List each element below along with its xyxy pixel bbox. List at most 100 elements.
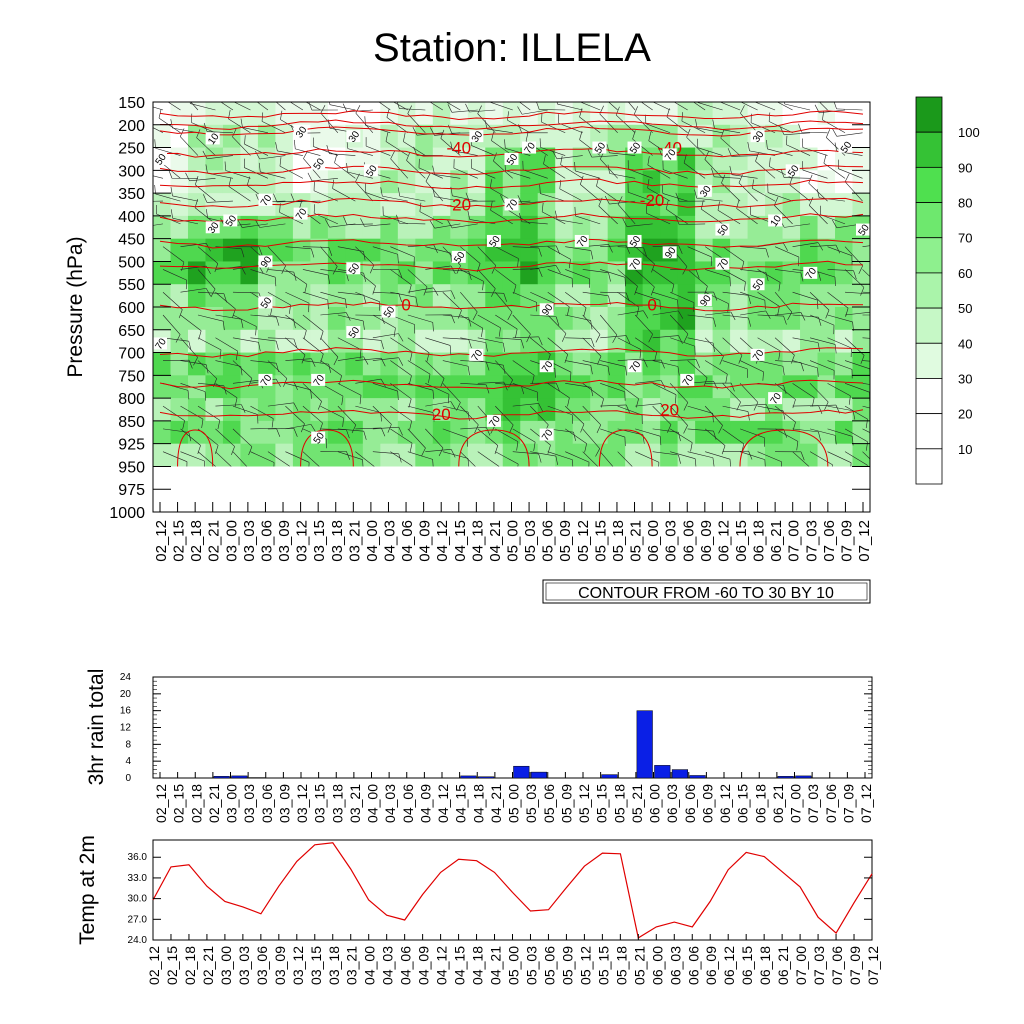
wind-barb [722,269,746,283]
wind-barb-tick [852,410,856,420]
rh-label-bg [785,164,800,177]
wind-barb-tick [832,128,838,137]
wind-barb [809,360,835,371]
rain-x-label: 04_21 [488,784,504,823]
rh-cell [712,284,731,308]
wind-barb [582,383,604,400]
wind-barb [740,403,767,407]
wind-barb [608,102,618,111]
rh-cell [153,124,171,149]
wind-barb [267,360,288,379]
wind-barb-tick [712,119,715,129]
wind-barb-tick [774,197,779,206]
wind-barb [512,403,539,407]
wind-barb-tick [170,119,173,129]
wind-barb [845,474,867,487]
wind-barb [267,291,291,306]
wind-barb [495,360,513,381]
wind-barb-tick [396,102,400,109]
wind-barb-tick [280,110,283,120]
rh-cell [835,375,854,399]
wind-barb-tick [753,402,759,411]
wind-barb-tick [503,293,507,302]
wind-barb [442,292,462,311]
wind-barb-tick [573,432,576,441]
rain-x-label: 05_12 [576,784,592,823]
wind-barb-tick [713,291,718,301]
wind-barb [225,170,251,179]
rh-cell [240,443,259,467]
rh-cell [642,307,661,331]
wind-barb-tick [467,458,470,467]
wind-barb [827,314,853,323]
rh-cell [712,443,731,467]
temp-y-label: 24.0 [128,935,148,946]
wind-barb [652,383,677,395]
wind-barb-tick [564,354,569,364]
wind-barb [862,451,870,460]
rh-cell [292,398,311,422]
temp-x-label: 05_06 [541,946,557,985]
colorbar-box [915,166,943,203]
wind-barb [652,428,679,433]
wind-barb-tick [729,165,733,175]
wind-barb-tick [704,286,708,295]
rh-cell [520,238,539,262]
rh-cell [782,443,801,467]
wind-barb-tick [625,404,631,414]
rh-cell [782,307,801,331]
wind-barb [228,118,251,134]
rh-cell [222,443,241,467]
wind-barb [407,383,433,391]
wind-barb-tick [555,456,558,465]
rh-cell [450,215,469,240]
wind-barb [862,245,870,247]
wind-barb-tick [615,106,620,116]
wind-barb [580,184,601,202]
wind-barb-tick [741,261,745,271]
wind-barb [687,337,714,344]
wind-barb [731,174,758,179]
wind-barb-tick [583,307,587,317]
rh-cell [170,238,189,262]
wind-barb [390,158,409,179]
rh-cell [153,261,171,285]
rh-cell [695,420,714,445]
wind-barb-tick [591,471,595,479]
rain-y-label: 12 [120,723,132,734]
wind-barb-tick [377,487,378,496]
wind-barb [155,147,181,156]
colorbar-box [915,307,943,344]
rh-cell [572,284,591,308]
wind-barb [752,188,776,202]
rh-cell [660,329,679,354]
wind-barb-tick [721,174,726,184]
wind-barb [669,383,689,403]
rh-cell [817,420,836,445]
rh-cell [660,102,679,126]
rh-cell [257,124,276,149]
wind-barb [687,451,713,459]
wind-barb [442,428,468,438]
wind-barb [445,102,461,111]
rh-cell [275,398,294,422]
wind-barb [453,167,478,179]
wind-barb [635,474,661,478]
rh-label-bg [697,294,712,307]
rain-bar [636,710,653,779]
wind-barb [838,168,863,179]
wind-barb [784,132,811,136]
wind-barb [386,117,409,134]
rh-cell [765,284,784,308]
wind-barb [792,337,819,343]
rh-cell [170,147,189,171]
x-tick-label: 06_06 [680,520,697,562]
wind-barb [740,310,766,316]
wind-barb-tick [727,303,729,313]
rh-cell [590,170,609,194]
wind-barb-tick [832,219,838,228]
wind-barb-tick [475,470,479,478]
rh-label-bg [504,152,519,165]
wind-barb [477,291,504,294]
wind-barb-tick [232,128,237,137]
